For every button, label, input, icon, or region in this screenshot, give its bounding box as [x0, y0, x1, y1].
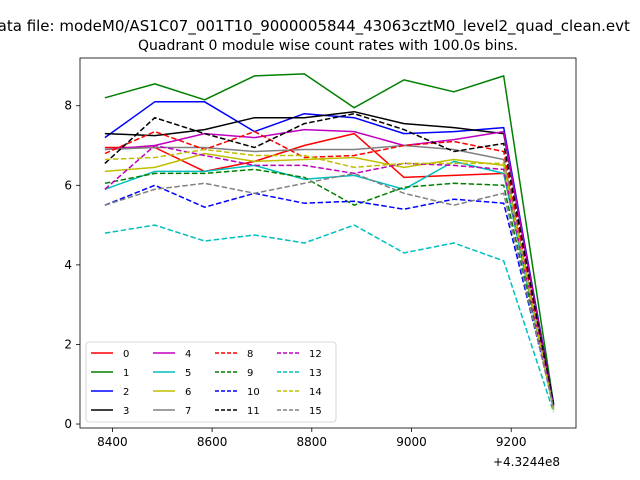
legend-label-6: 6: [185, 387, 191, 398]
series-line-2: [104, 101, 555, 405]
legend-label-8: 8: [247, 349, 253, 360]
x-tick-label-8800: 8800: [297, 435, 328, 449]
legend-label-2: 2: [123, 387, 129, 398]
legend-label-9: 9: [247, 368, 253, 379]
legend-label-0: 0: [123, 349, 129, 360]
y-tick-label-0: 0: [64, 417, 72, 431]
legend-label-7: 7: [185, 406, 191, 417]
x-tick-label-8400: 8400: [97, 435, 128, 449]
series-line-3: [104, 110, 555, 405]
legend-label-10: 10: [247, 387, 260, 398]
x-tick-label-9000: 9000: [396, 435, 427, 449]
y-tick-label-8: 8: [64, 99, 72, 113]
series-line-11: [104, 112, 555, 407]
series-line-10: [104, 184, 555, 405]
chart-title: Quadrant 0 module wise count rates with …: [138, 38, 518, 54]
series-line-0: [104, 132, 555, 405]
legend-label-11: 11: [247, 406, 260, 417]
series-line-1: [104, 73, 555, 405]
axes-group: 8400 8600 8800 9000 9200 0 2 4 6 8: [64, 57, 577, 449]
series-line-14: [104, 148, 555, 411]
series-line-15: [104, 172, 555, 409]
series-group: [104, 73, 555, 413]
y-tick-label-6: 6: [64, 178, 72, 192]
series-line-7: [104, 144, 555, 409]
legend-label-14: 14: [309, 387, 322, 398]
series-line-12: [104, 144, 555, 409]
series-line-13: [104, 224, 555, 413]
legend-label-5: 5: [185, 368, 191, 379]
legend-label-4: 4: [185, 349, 191, 360]
x-offset-label: +4.3244e8: [493, 455, 560, 469]
series-line-8: [104, 130, 555, 407]
y-tick-label-2: 2: [64, 337, 72, 351]
legend-label-3: 3: [123, 406, 129, 417]
legend-box: [85, 341, 337, 423]
legend-label-15: 15: [309, 406, 322, 417]
series-line-6: [104, 152, 555, 411]
series-line-9: [104, 168, 555, 409]
legend-label-1: 1: [123, 368, 129, 379]
y-tick-label-4: 4: [64, 258, 72, 272]
legend-label-13: 13: [309, 368, 322, 379]
series-line-4: [104, 128, 555, 407]
chart-suptitle: Data file: modeM0/AS1C07_001T10_90000058…: [0, 17, 630, 36]
legend-label-12: 12: [309, 349, 322, 360]
x-tick-label-9200: 9200: [496, 435, 527, 449]
axes-frame: [79, 57, 577, 429]
x-tick-label-8600: 8600: [197, 435, 228, 449]
